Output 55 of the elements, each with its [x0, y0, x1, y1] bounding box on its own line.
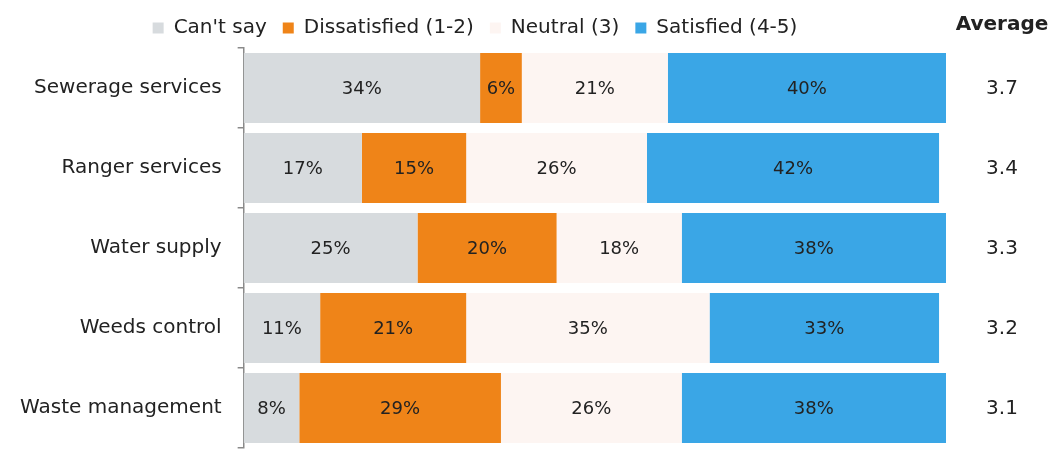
- text: 3.1: [986, 395, 1018, 420]
- data-label: 38%: [793, 396, 834, 418]
- bar: [500, 373, 682, 443]
- legend-label: Neutral (3): [510, 14, 620, 39]
- bar: [480, 53, 522, 123]
- data-label: 29%: [380, 396, 421, 418]
- text: 3.3: [986, 235, 1018, 260]
- y-tick-label: Weeds control: [79, 314, 222, 339]
- data-label: 38%: [793, 236, 834, 258]
- data-label: 33%: [804, 316, 845, 338]
- bar: [299, 373, 501, 443]
- bar: [521, 53, 668, 123]
- data-label: 26%: [536, 156, 577, 178]
- bar: [320, 293, 467, 363]
- data-label: 40%: [786, 76, 827, 98]
- bar: [243, 293, 321, 363]
- data-label: 8%: [257, 396, 286, 418]
- data-label: 25%: [310, 236, 351, 258]
- bar: [466, 293, 710, 363]
- data-label: 35%: [567, 316, 608, 338]
- bar: [243, 373, 300, 443]
- bar: [681, 373, 946, 443]
- data-label: 21%: [373, 316, 414, 338]
- bar: [243, 213, 418, 283]
- data-label: 6%: [486, 76, 516, 98]
- data-label: 11%: [261, 316, 302, 338]
- legend-label: Satisfied (4-5): [656, 14, 798, 39]
- legend-label: Dissatisfied (1-2): [303, 14, 474, 39]
- bar: [417, 213, 557, 283]
- data-label: 26%: [571, 396, 612, 418]
- y-tick-label: Water supply: [90, 234, 222, 259]
- data-label: 18%: [599, 236, 640, 258]
- bar: [646, 133, 940, 203]
- bar: [667, 53, 946, 123]
- bar: [243, 133, 362, 203]
- data-label: 34%: [341, 76, 382, 98]
- bar: [681, 213, 946, 283]
- bar: [709, 293, 940, 363]
- data-label: 15%: [394, 156, 435, 178]
- text: Average: [955, 11, 1049, 36]
- y-tick-label: Ranger services: [61, 154, 222, 179]
- text: 3.7: [986, 75, 1018, 100]
- data-label: 21%: [574, 76, 615, 98]
- bar: [556, 213, 682, 283]
- text: 3.2: [986, 315, 1018, 340]
- data-label: 42%: [773, 156, 814, 178]
- data-label: 17%: [282, 156, 323, 178]
- legend-label: Can't say: [173, 14, 267, 39]
- y-tick-label: Waste management: [19, 394, 222, 419]
- text: 3.4: [986, 155, 1018, 180]
- data-label: 20%: [467, 236, 508, 258]
- bar: [243, 53, 481, 123]
- bar: [361, 133, 467, 203]
- bar: [466, 133, 647, 203]
- y-tick-label: Sewerage services: [34, 74, 222, 99]
